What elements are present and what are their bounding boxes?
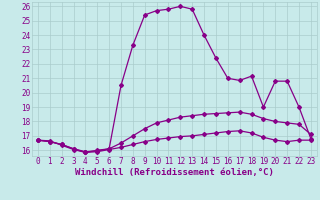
X-axis label: Windchill (Refroidissement éolien,°C): Windchill (Refroidissement éolien,°C) — [75, 168, 274, 177]
